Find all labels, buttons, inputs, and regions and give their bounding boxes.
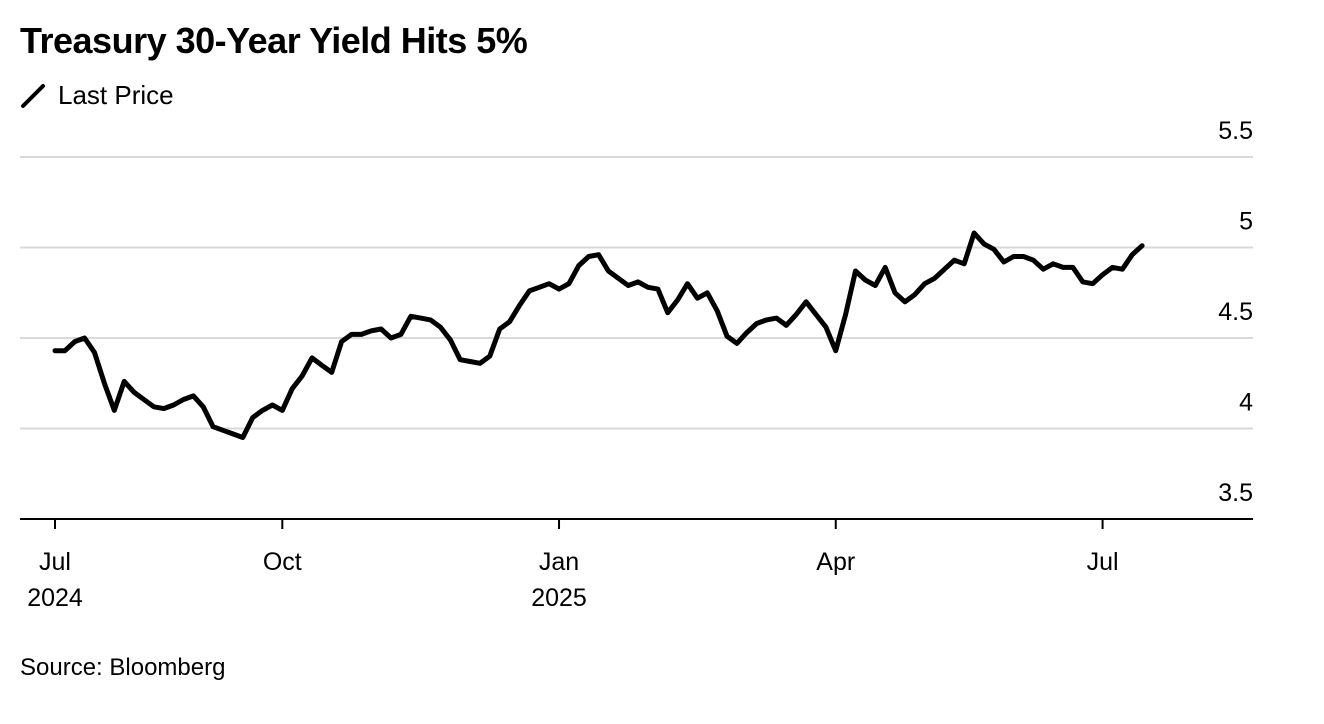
x-tick-label: Oct bbox=[262, 548, 302, 576]
legend-label: Last Price bbox=[58, 80, 174, 110]
y-tick-label: 4.5 bbox=[1218, 298, 1253, 326]
x-tick-label: Jan 2025 bbox=[531, 548, 587, 612]
y-tick-label: 3.5 bbox=[1218, 479, 1253, 507]
x-tick-label: Jul 2024 bbox=[27, 548, 83, 612]
y-tick-label: 5 bbox=[1239, 208, 1253, 236]
y-tick-label: 4 bbox=[1239, 389, 1253, 417]
legend: Last Price bbox=[20, 80, 174, 111]
source-note: Source: Bloomberg bbox=[20, 654, 226, 681]
x-tick-label: Jul bbox=[1086, 548, 1119, 576]
x-tick-label: Apr bbox=[816, 548, 856, 576]
price-line bbox=[52, 230, 1145, 440]
y-tick-label: 5.5 bbox=[1218, 117, 1253, 145]
legend-swatch bbox=[21, 83, 45, 108]
chart-title: Treasury 30-Year Yield Hits 5% bbox=[20, 20, 528, 61]
